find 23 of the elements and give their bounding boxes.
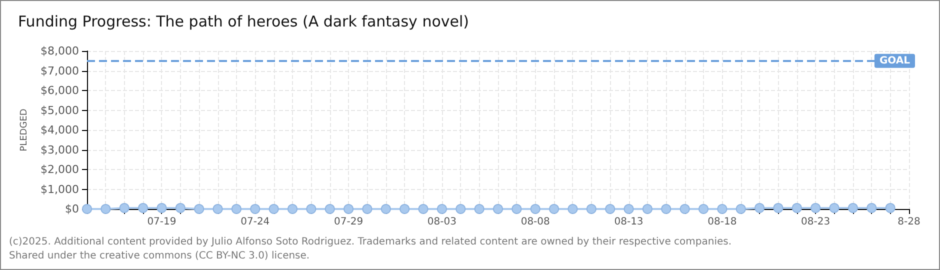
x-tick-label: 08-13 (614, 216, 644, 228)
y-tick-label: $1,000 (40, 182, 79, 196)
y-tick-label: $8,000 (40, 44, 79, 58)
x-tick-label: 08-18 (708, 216, 737, 228)
y-tick-label: $0 (65, 202, 79, 216)
y-tick-label: $5,000 (40, 104, 79, 117)
x-tick-label: 07-29 (334, 216, 364, 228)
x-tick-label: 08-23 (801, 216, 830, 228)
y-axis-title: PLEDGED (20, 108, 30, 152)
x-tick-label: 08-08 (520, 216, 550, 228)
y-tick-label: $6,000 (40, 84, 79, 97)
chart-title: Funding Progress: The path of heroes (A dark fantasy novel) (18, 12, 470, 30)
ref-line-label: GOAL (879, 55, 911, 66)
y-tick-label: $4,000 (40, 124, 79, 136)
y-tick-label: $2,000 (40, 163, 79, 176)
text: Shared under the creative commons (CC BY-NC 3.0) license. (9, 250, 310, 262)
x-tick-label: 8-28 (898, 216, 920, 228)
y-tick-label: $7,000 (40, 64, 79, 78)
text: (c)2025. Additional content provided by Julio Alfonso Soto Rodriguez. Trademarks and related content are owned by their respective companies. (9, 236, 732, 248)
x-tick-label: 07-24 (240, 216, 270, 228)
x-tick-label: 08-03 (427, 216, 456, 228)
x-tick-label: 07-19 (147, 216, 176, 228)
y-tick-label: $3,000 (40, 143, 79, 156)
